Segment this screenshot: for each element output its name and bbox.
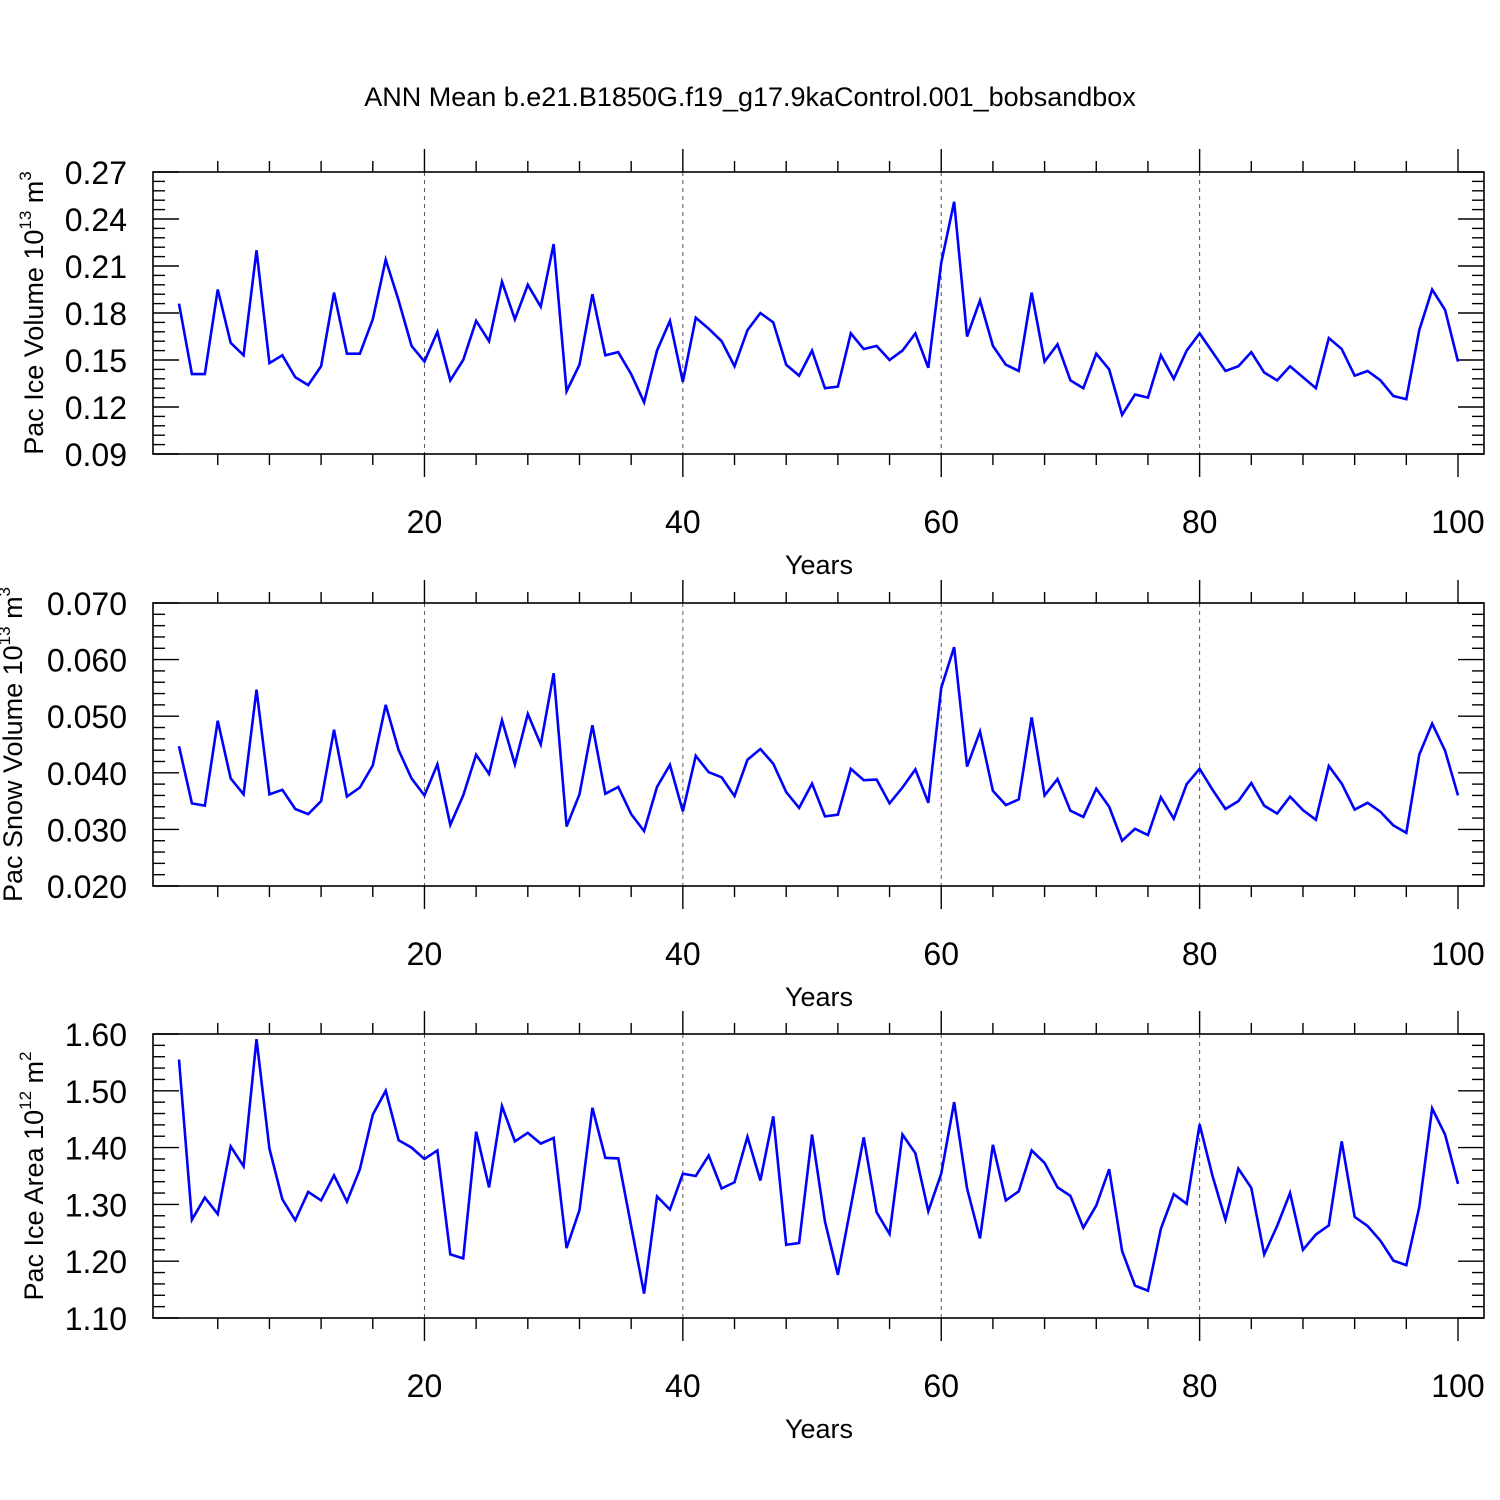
y-tick-label: 0.18 — [65, 296, 127, 332]
x-tick-label: 100 — [1431, 936, 1484, 972]
x-tick-label: 80 — [1182, 1368, 1218, 1404]
y-axis-title-text: Pac Snow Volume 10 — [0, 645, 28, 902]
y-tick-label: 0.21 — [65, 249, 127, 285]
y-axis-title-unit-exp: 3 — [0, 587, 14, 596]
x-tick-label: 40 — [665, 936, 701, 972]
x-tick-label: 20 — [407, 504, 443, 540]
y-tick-label: 1.60 — [65, 1017, 127, 1053]
y-tick-label: 0.020 — [47, 869, 127, 905]
y-axis-title-text: Pac Ice Volume 10 — [19, 230, 49, 455]
x-tick-label: 60 — [923, 936, 959, 972]
panel-2: 20 40 60 80 100 Years 0.020 0.030 0.040 0.050 0.06… — [0, 580, 1485, 1012]
y-tick-label: 0.09 — [65, 437, 127, 473]
series-line — [177, 646, 1460, 843]
y-axis-title: Pac Ice Area 1012 m2 — [16, 1051, 49, 1300]
x-tick-label: 80 — [1182, 936, 1218, 972]
x-tick-label: 40 — [665, 1368, 701, 1404]
y-tick-label: 0.040 — [47, 756, 127, 792]
y-axis-title-unit: m — [19, 181, 49, 211]
y-tick-label: 1.40 — [65, 1131, 127, 1167]
plot-frame — [152, 1033, 1485, 1319]
plot-frame — [152, 602, 1485, 887]
y-axis-title-unit-exp: 3 — [16, 171, 35, 180]
y-axis-title-exp: 13 — [0, 626, 14, 645]
x-axis-title: Years — [785, 550, 853, 580]
y-axis-title-unit: m — [19, 1061, 49, 1091]
x-tick-label: 80 — [1182, 504, 1218, 540]
x-tick-label: 100 — [1431, 1368, 1484, 1404]
y-tick-label: 1.10 — [65, 1301, 127, 1337]
y-tick-label: 1.50 — [65, 1074, 127, 1110]
x-tick-label: 20 — [407, 936, 443, 972]
panel-1: 20 40 60 80 100 Years 0.09 0.12 0.15 0.18 0.21 0.24… — [16, 149, 1485, 580]
y-tick-label: 0.27 — [65, 155, 127, 191]
y-axis-title-unit: m — [0, 596, 28, 626]
x-tick-label: 40 — [665, 504, 701, 540]
y-tick-label: 0.070 — [47, 586, 127, 622]
y-axis-title-exp: 13 — [16, 211, 35, 230]
y-axis-title-exp: 12 — [16, 1091, 35, 1110]
y-tick-label: 0.050 — [47, 699, 127, 735]
y-tick-label: 1.30 — [65, 1187, 127, 1223]
y-axis-title: Pac Snow Volume 1013 m3 — [0, 587, 28, 902]
y-tick-label: 0.030 — [47, 812, 127, 848]
x-tick-label: 60 — [923, 504, 959, 540]
y-tick-label: 1.20 — [65, 1244, 127, 1280]
series-line — [177, 201, 1460, 418]
panels: 20 40 60 80 100 Years 0.09 0.12 0.15 0.18 0.21 0.24… — [0, 149, 1485, 1444]
figure-title: ANN Mean b.e21.B1850G.f19_g17.9kaControl… — [364, 82, 1136, 112]
y-tick-label: 0.15 — [65, 343, 127, 379]
panel-3: 20 40 60 80 100 Years 1.10 1.20 1.30 1.40 1.50 1.60… — [16, 1011, 1485, 1444]
x-tick-label: 60 — [923, 1368, 959, 1404]
y-axis-title: Pac Ice Volume 1013 m3 — [16, 171, 49, 455]
x-tick-label: 100 — [1431, 504, 1484, 540]
x-axis-title: Years — [785, 982, 853, 1012]
y-axis-title-text: Pac Ice Area 10 — [19, 1110, 49, 1301]
y-axis-title-unit-exp: 2 — [16, 1051, 35, 1060]
series-line — [177, 1038, 1460, 1294]
y-tick-label: 0.24 — [65, 202, 127, 238]
y-tick-label: 0.060 — [47, 643, 127, 679]
x-tick-label: 20 — [407, 1368, 443, 1404]
x-axis-title: Years — [785, 1414, 853, 1444]
y-tick-label: 0.12 — [65, 390, 127, 426]
